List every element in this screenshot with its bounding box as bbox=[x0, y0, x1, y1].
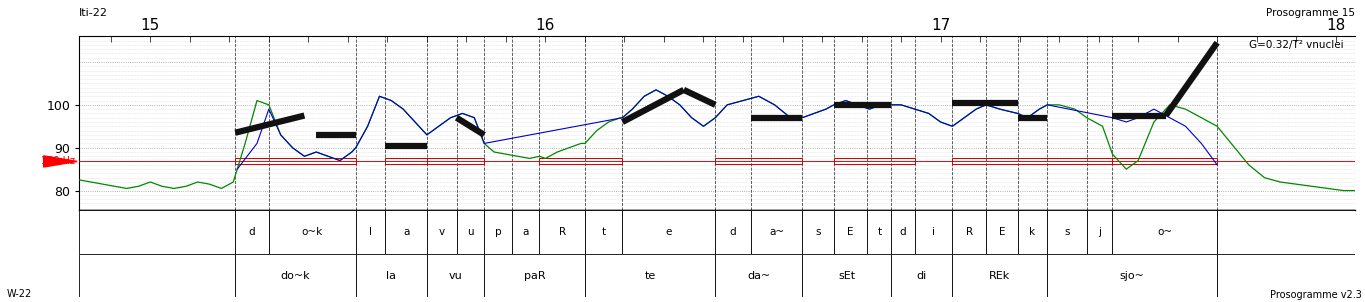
Bar bbox=[986, 210, 1017, 254]
Text: Iti-22: Iti-22 bbox=[79, 8, 108, 18]
Text: sEt: sEt bbox=[838, 271, 856, 281]
Text: W-22: W-22 bbox=[7, 289, 31, 299]
Bar bbox=[235, 210, 269, 254]
Text: k: k bbox=[1029, 227, 1036, 237]
Bar bbox=[751, 210, 803, 254]
Bar bbox=[953, 210, 986, 254]
Bar bbox=[235, 254, 356, 297]
Text: 15: 15 bbox=[141, 18, 160, 33]
Text: a: a bbox=[523, 227, 528, 237]
Bar bbox=[79, 254, 235, 297]
Bar bbox=[891, 254, 953, 297]
Bar bbox=[456, 210, 485, 254]
Text: R: R bbox=[965, 227, 973, 237]
Bar bbox=[79, 210, 235, 254]
Bar bbox=[915, 210, 953, 254]
Text: d: d bbox=[730, 227, 737, 237]
Text: sjo~: sjo~ bbox=[1119, 271, 1145, 281]
Bar bbox=[539, 210, 586, 254]
Bar bbox=[1218, 254, 1355, 297]
Text: –: – bbox=[175, 300, 180, 302]
Text: la: la bbox=[386, 271, 396, 281]
Text: t: t bbox=[878, 227, 882, 237]
Text: vu: vu bbox=[449, 271, 463, 281]
Text: l: l bbox=[369, 227, 373, 237]
Bar bbox=[356, 254, 427, 297]
Text: j: j bbox=[1097, 227, 1102, 237]
Bar bbox=[834, 158, 915, 164]
Bar bbox=[622, 210, 715, 254]
Bar bbox=[891, 210, 915, 254]
Bar bbox=[1112, 210, 1218, 254]
Text: o~: o~ bbox=[1158, 227, 1173, 237]
Bar bbox=[512, 210, 539, 254]
Text: da~: da~ bbox=[747, 271, 770, 281]
Bar bbox=[1047, 210, 1087, 254]
Bar bbox=[953, 254, 1047, 297]
Bar bbox=[485, 254, 586, 297]
Bar bbox=[586, 210, 622, 254]
Text: R: R bbox=[558, 227, 565, 237]
Text: 150 Hz: 150 Hz bbox=[41, 156, 75, 166]
Text: o~k: o~k bbox=[302, 227, 324, 237]
Text: e: e bbox=[666, 227, 672, 237]
Text: do~k: do~k bbox=[281, 271, 310, 281]
Bar bbox=[953, 158, 1112, 164]
Bar bbox=[803, 254, 891, 297]
Text: G=0.32/T² vnuclei: G=0.32/T² vnuclei bbox=[1249, 40, 1343, 50]
Bar bbox=[1112, 158, 1218, 164]
Bar bbox=[1087, 210, 1112, 254]
Text: 16: 16 bbox=[535, 18, 556, 33]
Text: d: d bbox=[900, 227, 906, 237]
Bar bbox=[834, 210, 867, 254]
Text: s: s bbox=[1065, 227, 1070, 237]
Polygon shape bbox=[44, 156, 78, 167]
Text: REk: REk bbox=[990, 271, 1010, 281]
Text: d: d bbox=[248, 227, 255, 237]
Bar bbox=[586, 254, 715, 297]
Text: u: u bbox=[467, 227, 474, 237]
Text: i: i bbox=[932, 227, 935, 237]
Bar bbox=[715, 210, 751, 254]
Text: t: t bbox=[602, 227, 606, 237]
Text: paR: paR bbox=[524, 271, 546, 281]
Bar bbox=[427, 254, 485, 297]
Bar bbox=[427, 210, 456, 254]
Bar bbox=[1218, 210, 1355, 254]
Bar bbox=[427, 158, 485, 164]
Text: 17: 17 bbox=[931, 18, 950, 33]
Bar bbox=[803, 210, 834, 254]
Text: –: – bbox=[1269, 300, 1275, 302]
Text: te: te bbox=[644, 271, 655, 281]
Bar bbox=[715, 158, 803, 164]
Text: 18: 18 bbox=[1325, 18, 1346, 33]
Bar bbox=[1017, 210, 1047, 254]
Text: E: E bbox=[848, 227, 854, 237]
Bar bbox=[1047, 254, 1218, 297]
Text: v: v bbox=[438, 227, 445, 237]
Bar bbox=[715, 254, 803, 297]
Text: a: a bbox=[403, 227, 409, 237]
Text: E: E bbox=[999, 227, 1005, 237]
Bar bbox=[539, 158, 622, 164]
Bar bbox=[867, 210, 891, 254]
Text: di: di bbox=[917, 271, 927, 281]
Bar bbox=[485, 210, 512, 254]
Text: a~: a~ bbox=[768, 227, 784, 237]
Text: s: s bbox=[815, 227, 820, 237]
Bar bbox=[356, 210, 385, 254]
Text: p: p bbox=[494, 227, 501, 237]
Bar bbox=[385, 210, 427, 254]
Text: Prosogramme v2.3: Prosogramme v2.3 bbox=[1271, 291, 1362, 300]
Bar bbox=[385, 158, 427, 164]
Text: Prosogramme 15: Prosogramme 15 bbox=[1267, 8, 1355, 18]
Bar bbox=[269, 210, 356, 254]
Bar bbox=[235, 158, 356, 164]
